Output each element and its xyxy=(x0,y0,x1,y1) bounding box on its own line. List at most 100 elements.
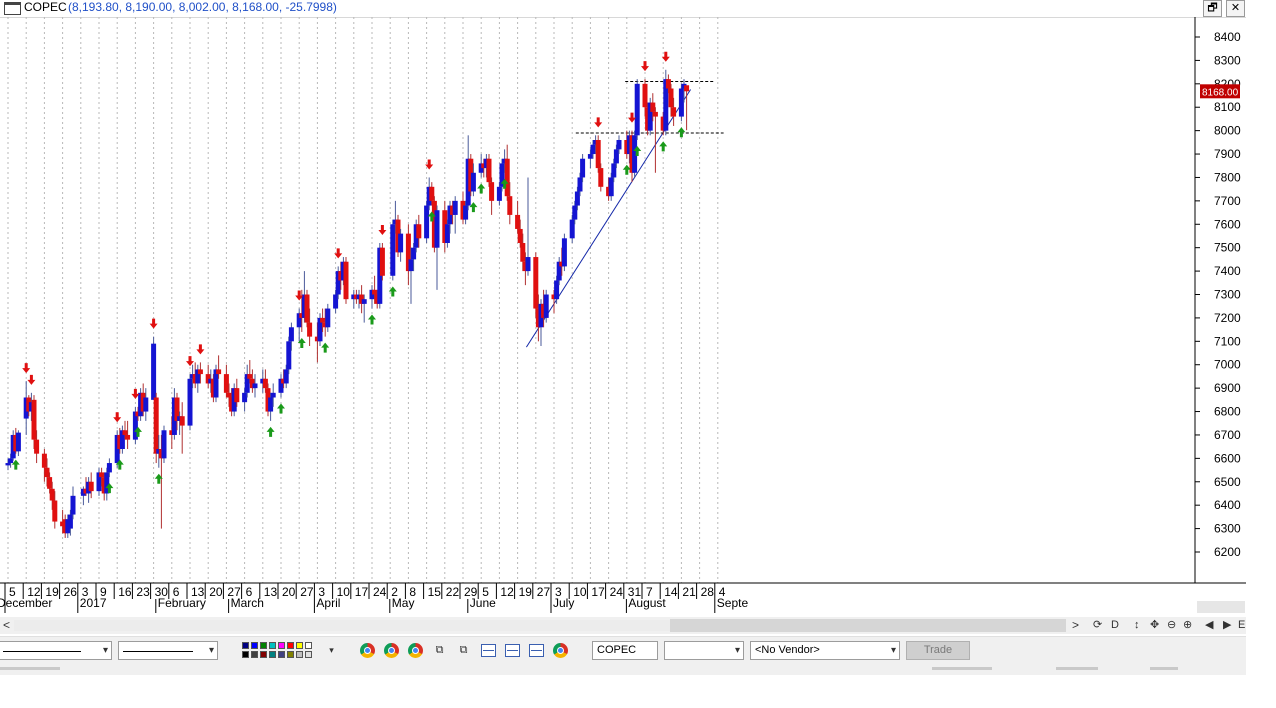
candle-down xyxy=(210,378,216,398)
sell-signal-arrow xyxy=(334,248,343,259)
candle-down xyxy=(374,294,380,304)
line-width-sample xyxy=(123,651,193,652)
close-button[interactable]: ✕ xyxy=(1226,0,1245,17)
candle-up xyxy=(119,430,125,449)
candle-down xyxy=(169,430,175,435)
candle-up xyxy=(80,488,86,496)
price-chart[interactable]: 6200 6300 6400 6500 6600 6700 6800 6900 7000 7100… xyxy=(0,17,1246,615)
month-label: March xyxy=(231,596,264,610)
browser-icon[interactable] xyxy=(360,643,375,658)
y-tick-label: 7300 xyxy=(1214,288,1241,302)
y-tick-label: 7900 xyxy=(1214,147,1241,161)
color-swatch[interactable] xyxy=(269,651,276,658)
color-swatch[interactable] xyxy=(287,642,294,649)
trade-button[interactable]: Trade xyxy=(906,641,970,660)
candle-up xyxy=(478,163,484,173)
color-swatch[interactable] xyxy=(305,642,312,649)
buy-signal-arrow xyxy=(677,127,686,138)
candle-up xyxy=(398,233,404,253)
candle-down xyxy=(41,453,47,468)
candle-down xyxy=(62,519,68,534)
color-swatch[interactable] xyxy=(278,651,285,658)
x-tick-label: 21 xyxy=(682,585,696,599)
sell-signal-arrow xyxy=(378,225,387,235)
scroll-forward-icon[interactable]: ▶ xyxy=(1223,619,1232,631)
sell-signal-arrow xyxy=(196,344,205,355)
color-swatch[interactable] xyxy=(251,651,258,658)
y-tick-label: 8300 xyxy=(1214,53,1241,67)
last-price-tag xyxy=(1200,84,1240,99)
color-swatch[interactable] xyxy=(296,651,303,658)
scroll-track[interactable] xyxy=(14,620,1066,631)
layout-icon[interactable] xyxy=(529,644,544,657)
layout-icon[interactable] xyxy=(505,644,520,657)
sell-signal-arrow xyxy=(22,363,31,374)
color-swatch[interactable] xyxy=(260,642,267,649)
vendor-select[interactable]: <No Vendor> ▾ xyxy=(750,641,900,660)
candle-down xyxy=(460,200,466,220)
y-tick-label: 6300 xyxy=(1214,522,1241,536)
candle-down xyxy=(49,488,55,501)
color-swatch[interactable] xyxy=(278,642,285,649)
browser-icon[interactable] xyxy=(408,643,423,658)
x-tick-label: 17 xyxy=(591,585,605,599)
browser-icon[interactable] xyxy=(553,643,568,658)
x-tick-label: 7 xyxy=(646,585,653,599)
color-palette[interactable] xyxy=(240,642,324,660)
candle-up xyxy=(616,140,622,150)
x-tick-label: 8 xyxy=(409,585,416,599)
pan-icon[interactable]: ✥ xyxy=(1150,619,1160,631)
color-swatch[interactable] xyxy=(296,642,303,649)
scroll-right-arrow[interactable]: > xyxy=(1072,618,1080,632)
zoom-in-icon[interactable]: ⊕ xyxy=(1183,619,1193,631)
color-swatch[interactable] xyxy=(287,651,294,658)
month-label: August xyxy=(628,596,666,610)
line-style-select[interactable]: ▾ xyxy=(0,641,112,660)
candle-up xyxy=(543,294,549,318)
scroll-thumb[interactable] xyxy=(670,619,1066,632)
horizontal-scrollbar[interactable]: < > ⟳ D ↕ ✥ ⊖ ⊕ ◀ ▶ E xyxy=(0,617,1246,634)
vertical-zoom-icon[interactable]: ↕ xyxy=(1134,619,1140,631)
color-swatch[interactable] xyxy=(269,642,276,649)
candle-up xyxy=(195,369,201,384)
line-width-select[interactable]: ▾ xyxy=(118,641,218,660)
chevron-down-icon: ▾ xyxy=(734,645,740,656)
candle-down xyxy=(47,477,53,489)
candle-down xyxy=(322,322,328,328)
open-window-icon[interactable]: ⧉ xyxy=(459,644,468,656)
layout-icon[interactable] xyxy=(481,644,496,657)
scroll-left-arrow[interactable]: < xyxy=(3,618,11,632)
interval-select[interactable]: ▾ xyxy=(664,641,744,660)
symbol-input[interactable]: COPEC xyxy=(592,641,658,660)
candle-down xyxy=(379,247,385,276)
palette-dropdown-icon[interactable]: ▾ xyxy=(329,645,334,655)
x-tick-label: 6 xyxy=(246,585,253,599)
candle-up xyxy=(408,259,414,272)
buy-signal-arrow xyxy=(469,202,478,213)
zoom-out-icon[interactable]: ⊖ xyxy=(1167,619,1177,631)
color-swatch[interactable] xyxy=(242,642,249,649)
x-tick-label: 13 xyxy=(264,585,278,599)
candle-up xyxy=(424,205,430,239)
candle-down xyxy=(395,219,401,253)
refresh-icon[interactable]: ⟳ xyxy=(1093,619,1103,631)
end-icon[interactable]: E xyxy=(1238,619,1246,631)
x-tick-label: 27 xyxy=(537,585,551,599)
color-swatch[interactable] xyxy=(242,651,249,658)
color-swatch[interactable] xyxy=(260,651,267,658)
open-window-icon[interactable]: ⧉ xyxy=(435,644,444,656)
candle-up xyxy=(351,294,357,300)
y-tick-label: 7200 xyxy=(1214,311,1241,325)
color-swatch[interactable] xyxy=(251,642,258,649)
month-label: 2017 xyxy=(80,596,107,610)
daily-period-icon[interactable]: D xyxy=(1111,619,1119,631)
y-tick-label: 8000 xyxy=(1214,124,1241,138)
browser-icon[interactable] xyxy=(384,643,399,658)
color-swatch[interactable] xyxy=(305,651,312,658)
restore-button[interactable]: 🗗 xyxy=(1203,0,1222,17)
candle-up xyxy=(231,388,237,412)
candle-up xyxy=(15,432,21,452)
sell-signal-arrow xyxy=(295,290,304,301)
scroll-back-icon[interactable]: ◀ xyxy=(1205,619,1214,631)
candle-down xyxy=(517,228,523,243)
